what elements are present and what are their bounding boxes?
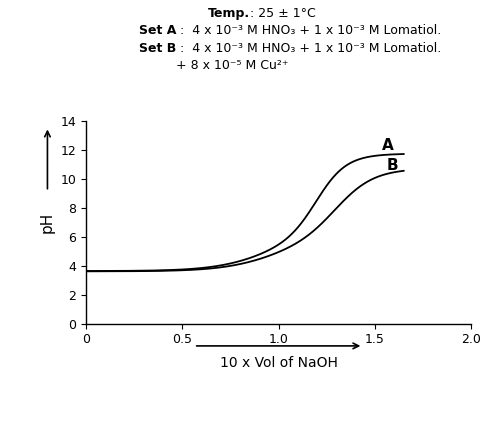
Text: A: A (381, 138, 393, 153)
Text: 10 x Vol of NaOH: 10 x Vol of NaOH (220, 356, 337, 370)
Text: Set A: Set A (139, 24, 176, 37)
Text: B: B (386, 158, 398, 173)
Text: Set B: Set B (139, 42, 176, 55)
Y-axis label: pH: pH (40, 212, 55, 232)
Text: : 25 ± 1°C: : 25 ± 1°C (246, 7, 315, 20)
Text: + 8 x 10⁻⁵ M Cu²⁺: + 8 x 10⁻⁵ M Cu²⁺ (176, 59, 289, 72)
Text: Temp.: Temp. (208, 7, 250, 20)
Text: :  4 x 10⁻³ M HNO₃ + 1 x 10⁻³ M Lomatiol.: : 4 x 10⁻³ M HNO₃ + 1 x 10⁻³ M Lomatiol. (176, 42, 441, 55)
Text: :  4 x 10⁻³ M HNO₃ + 1 x 10⁻³ M Lomatiol.: : 4 x 10⁻³ M HNO₃ + 1 x 10⁻³ M Lomatiol. (176, 24, 441, 37)
